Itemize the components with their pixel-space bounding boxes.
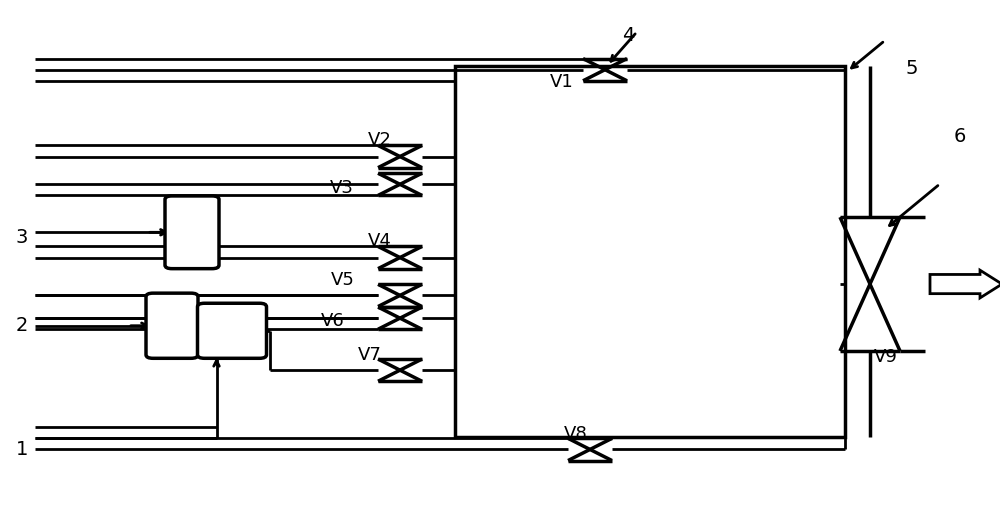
Text: 1: 1 [16,440,28,459]
Text: V1: V1 [550,73,574,91]
Text: V9: V9 [874,348,898,367]
Text: V7: V7 [358,345,382,364]
Text: 5: 5 [906,59,918,78]
Bar [455,66,845,437]
Text: V4: V4 [368,232,392,250]
Text: 4: 4 [622,26,634,45]
Text: 6: 6 [954,127,966,146]
Text: 3: 3 [16,228,28,247]
FancyBboxPatch shape [146,293,198,359]
Text: 2: 2 [16,316,28,335]
Text: V8: V8 [564,425,588,443]
Text: V6: V6 [321,312,345,330]
FancyBboxPatch shape [198,303,266,359]
FancyBboxPatch shape [165,196,219,269]
FancyArrow shape [930,270,1000,298]
Text: V3: V3 [330,179,354,197]
Text: V2: V2 [368,131,392,149]
Text: V5: V5 [331,271,355,289]
